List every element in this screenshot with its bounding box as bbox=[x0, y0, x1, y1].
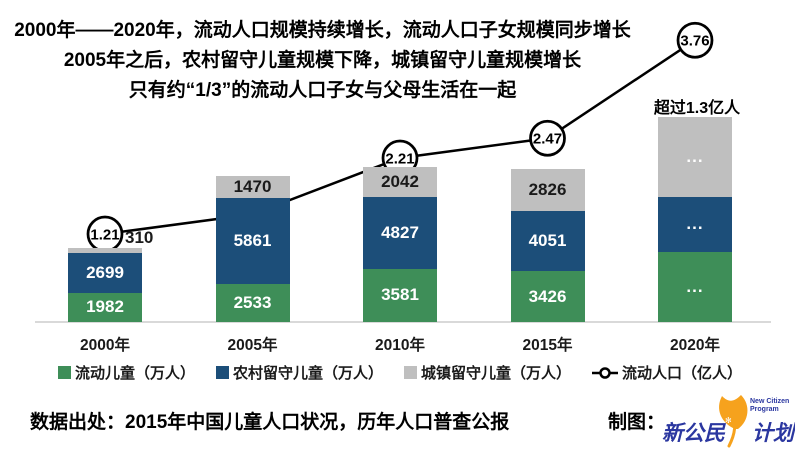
line-point-value: 2.47 bbox=[533, 131, 562, 148]
bar-segment bbox=[510, 211, 585, 272]
credit-label: 制图： bbox=[608, 412, 666, 433]
legend-item: 农村留守儿童（万人） bbox=[215, 362, 383, 383]
bar-segment-label: 5861 bbox=[233, 230, 272, 250]
bar-segment-label: ... bbox=[686, 147, 704, 167]
bar-segment bbox=[363, 268, 437, 322]
legend-label: 农村留守儿童（万人） bbox=[232, 365, 383, 382]
bar-segment-label: 2042 bbox=[381, 172, 419, 192]
legend-item: 流动儿童（万人） bbox=[57, 362, 195, 383]
bar-segment-label: ... bbox=[686, 214, 704, 234]
logo-cn-right-text: 计划 bbox=[752, 421, 795, 445]
legend-swatch-icon bbox=[404, 366, 417, 379]
data-source-text: 数据出处：2015年中国儿童人口状况，历年人口普查公报 bbox=[30, 412, 510, 433]
bar-segment bbox=[658, 196, 732, 252]
svg-text:✻: ✻ bbox=[725, 416, 732, 425]
bar-segment bbox=[68, 247, 142, 253]
legend-item: 城镇留守儿童（万人） bbox=[404, 362, 571, 383]
line-point-marker bbox=[86, 215, 124, 253]
bar-segment bbox=[363, 167, 437, 198]
bar-segment bbox=[510, 271, 585, 322]
line-point-marker bbox=[529, 119, 566, 157]
logo-en-text-1: New Citizen bbox=[750, 398, 789, 405]
bar-segment-label: 310 bbox=[125, 227, 154, 247]
line-point-value: 2.21 bbox=[385, 151, 414, 168]
bar-segment bbox=[215, 284, 290, 322]
bar-segment-label: 2699 bbox=[86, 262, 124, 282]
new-citizen-program-logo: ✻ 新公民 计划 New Citizen Program bbox=[662, 395, 795, 448]
legend-swatch-icon bbox=[215, 366, 229, 379]
bar-segment-label: 4051 bbox=[528, 231, 567, 251]
ginkgo-leaf-icon: ✻ bbox=[719, 395, 748, 448]
x-axis-label: 2010年 bbox=[375, 337, 425, 354]
legend-label: 流动儿童（万人） bbox=[74, 365, 195, 382]
x-axis-label: 2020年 bbox=[670, 337, 720, 354]
x-axis-label: 2005年 bbox=[227, 337, 278, 354]
bar-segment-label: 3581 bbox=[381, 285, 419, 305]
bar-segment bbox=[215, 197, 290, 285]
bar-segment-label: 1982 bbox=[86, 297, 124, 317]
bar-annotation-2020: 超过1.3亿人 bbox=[653, 100, 741, 117]
bar-segment bbox=[215, 175, 290, 198]
line-point-value: 1.21 bbox=[90, 227, 119, 244]
logo-cn-left-text: 新公民 bbox=[662, 421, 727, 445]
title-line-1: 2000年——2020年，流动人口规模持续增长，流动人口子女规模同步增长 bbox=[14, 20, 631, 41]
line-point-value: 3.76 bbox=[680, 33, 709, 50]
x-axis-label: 2015年 bbox=[522, 337, 573, 354]
logo-en-text-2: Program bbox=[750, 406, 779, 413]
legend-line-circle-icon bbox=[592, 366, 619, 379]
legend-label: 流动人口（亿人） bbox=[622, 365, 743, 382]
bar-segment-label: 2826 bbox=[528, 180, 567, 200]
line-point-marker bbox=[676, 21, 714, 59]
x-axis-line bbox=[35, 321, 771, 323]
legend-label: 城镇留守儿童（万人） bbox=[421, 365, 572, 382]
legend-swatch-icon bbox=[57, 366, 71, 379]
bar-segment bbox=[68, 292, 142, 322]
bar-segment-label: 2533 bbox=[233, 293, 272, 313]
bar-segment-label: 1470 bbox=[233, 176, 272, 196]
x-axis-label: 2000年 bbox=[80, 337, 130, 354]
bar-segment-label: 3426 bbox=[528, 286, 567, 306]
bar-segment bbox=[363, 197, 437, 269]
bar-segment bbox=[510, 169, 585, 212]
legend: 流动儿童（万人） 农村留守儿童（万人） 城镇留守儿童（万人） 流动人口（亿人） bbox=[0, 362, 800, 383]
bar-segment bbox=[658, 252, 732, 322]
bar-segment-label: ... bbox=[686, 277, 704, 296]
legend-item: 流动人口（亿人） bbox=[592, 362, 742, 383]
bar-segment-label: 4827 bbox=[381, 223, 419, 243]
bar-segment bbox=[68, 252, 142, 293]
bar-segment bbox=[658, 117, 732, 197]
